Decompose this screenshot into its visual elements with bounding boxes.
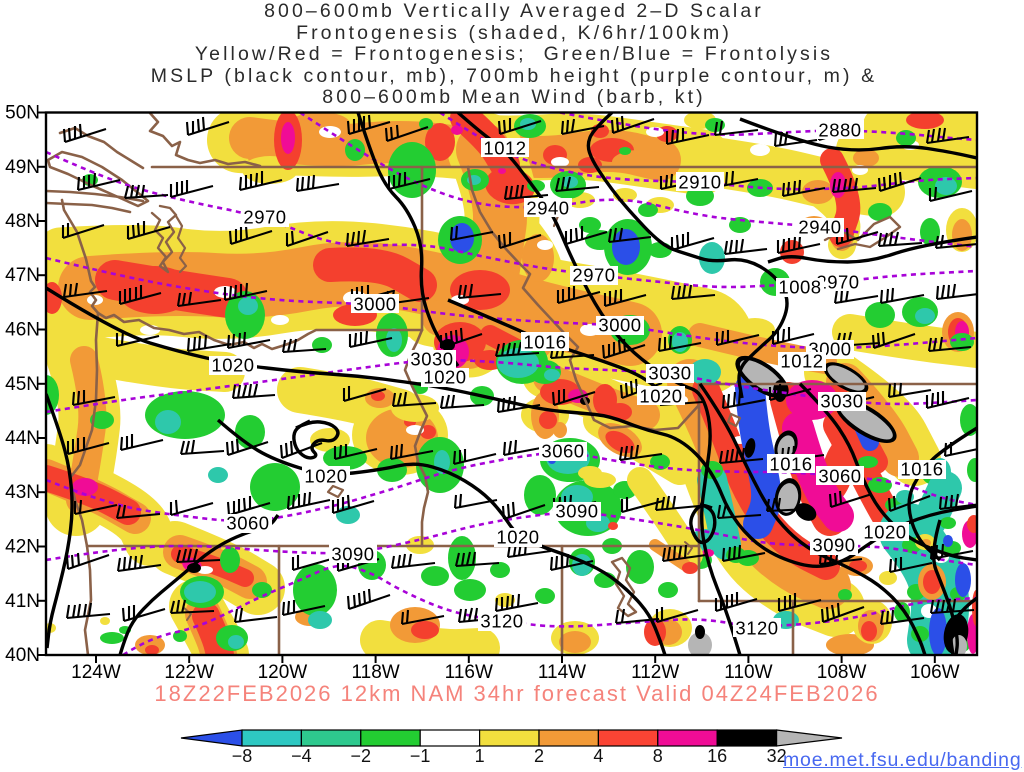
svg-text:1020: 1020	[211, 355, 254, 376]
svg-text:32: 32	[767, 746, 787, 766]
svg-text:16: 16	[707, 746, 727, 766]
svg-text:43N: 43N	[5, 482, 40, 503]
svg-text:122W: 122W	[164, 662, 214, 683]
svg-text:114W: 114W	[538, 662, 586, 683]
svg-text:49N: 49N	[5, 157, 40, 178]
svg-text:−1: −1	[410, 746, 431, 766]
svg-text:3000: 3000	[353, 294, 396, 315]
svg-text:4: 4	[593, 746, 603, 766]
svg-text:3060: 3060	[541, 441, 584, 462]
svg-text:2970: 2970	[243, 207, 286, 228]
svg-text:2970: 2970	[572, 265, 615, 286]
svg-text:3090: 3090	[555, 501, 598, 522]
svg-text:1: 1	[475, 746, 485, 766]
svg-text:2940: 2940	[526, 198, 569, 219]
svg-text:118W: 118W	[351, 662, 399, 683]
svg-text:2940: 2940	[798, 217, 841, 238]
svg-text:1012: 1012	[483, 138, 526, 159]
svg-text:−2: −2	[351, 746, 372, 766]
svg-text:106W: 106W	[910, 662, 960, 683]
svg-text:1012: 1012	[780, 351, 823, 372]
svg-text:1020: 1020	[304, 466, 347, 487]
svg-text:46N: 46N	[5, 320, 40, 341]
svg-text:1020: 1020	[496, 527, 539, 548]
svg-text:116W: 116W	[445, 662, 493, 683]
svg-text:108W: 108W	[817, 662, 867, 683]
svg-text:124W: 124W	[71, 662, 121, 683]
svg-text:2910: 2910	[678, 172, 721, 193]
svg-text:48N: 48N	[5, 211, 40, 232]
svg-text:112W: 112W	[631, 662, 679, 683]
svg-text:2880: 2880	[818, 120, 861, 141]
svg-text:50N: 50N	[5, 103, 40, 124]
svg-text:1016: 1016	[523, 332, 566, 353]
svg-text:1020: 1020	[639, 386, 682, 407]
svg-text:2: 2	[534, 746, 544, 766]
svg-text:8: 8	[653, 746, 663, 766]
svg-text:3120: 3120	[480, 611, 523, 632]
svg-text:1020: 1020	[863, 522, 906, 543]
svg-text:1016: 1016	[769, 454, 812, 475]
svg-text:3000: 3000	[598, 315, 641, 336]
svg-text:3030: 3030	[410, 349, 453, 370]
svg-text:40N: 40N	[5, 645, 40, 666]
svg-text:44N: 44N	[5, 428, 40, 449]
svg-text:3030: 3030	[820, 391, 863, 412]
svg-text:45N: 45N	[5, 374, 40, 395]
svg-text:120W: 120W	[258, 662, 308, 683]
svg-text:3060: 3060	[226, 513, 269, 534]
svg-text:−4: −4	[291, 746, 312, 766]
svg-text:42N: 42N	[5, 537, 40, 558]
svg-text:47N: 47N	[5, 265, 40, 286]
svg-text:3030: 3030	[648, 363, 691, 384]
svg-text:1008: 1008	[778, 277, 821, 298]
svg-text:3090: 3090	[331, 544, 374, 565]
svg-text:3060: 3060	[818, 466, 861, 487]
svg-text:110W: 110W	[724, 662, 772, 683]
svg-text:−8: −8	[232, 746, 253, 766]
svg-text:2970: 2970	[816, 272, 859, 293]
svg-text:3120: 3120	[735, 618, 778, 639]
svg-text:1016: 1016	[900, 459, 943, 480]
svg-text:3090: 3090	[812, 535, 855, 556]
svg-text:41N: 41N	[5, 591, 40, 612]
svg-text:1020: 1020	[423, 367, 466, 388]
